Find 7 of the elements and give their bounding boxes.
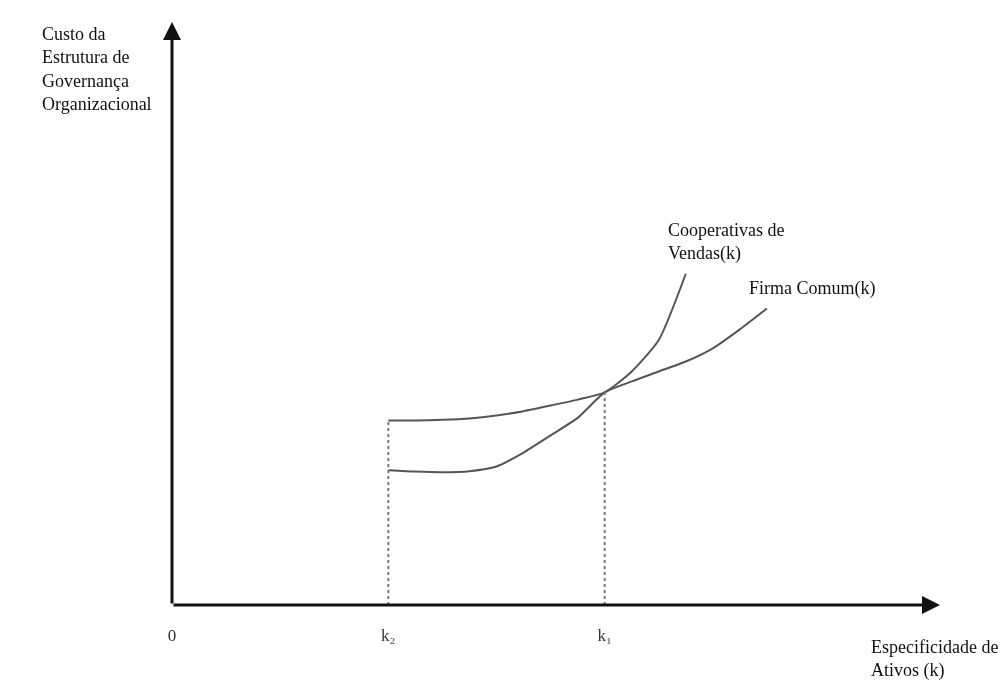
x-tick-label: k₁ <box>597 626 612 645</box>
series-label: Firma Comum(k) <box>749 278 876 299</box>
x-tick-label: 0 <box>167 626 177 645</box>
x-axis-title: Especificidade de Ativos (k) <box>871 637 999 682</box>
text: Custo da Estrutura de Governança Organizacional <box>42 24 152 115</box>
x-tick-label: k₂ <box>381 626 396 645</box>
series-label: Cooperativas de Vendas(k) <box>668 220 785 265</box>
